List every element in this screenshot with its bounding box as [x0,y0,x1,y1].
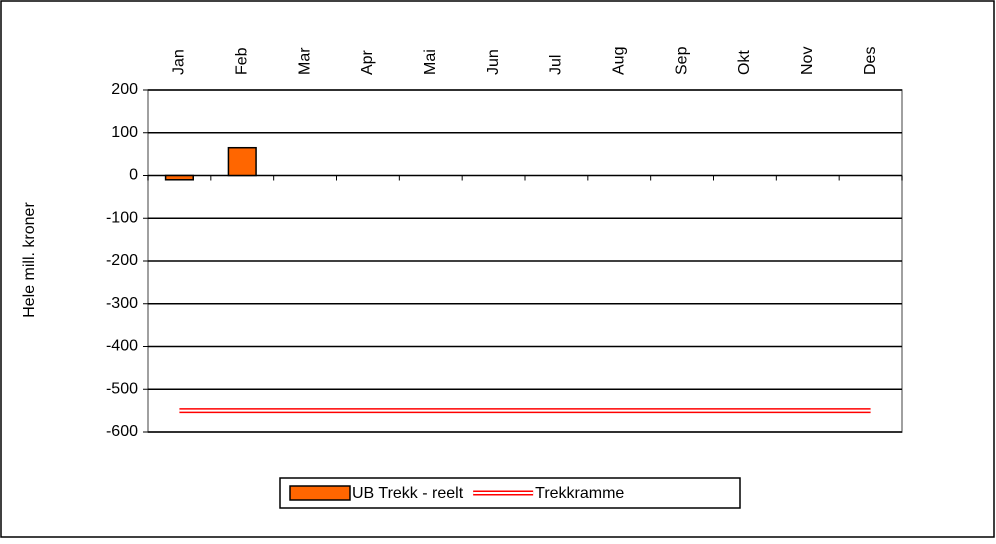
legend: UB Trekk - reelt Trekkramme [279,477,741,509]
x-tick-label: Des [862,47,879,75]
x-tick-label: Feb [233,47,250,75]
y-axis-label: Hele mill. kroner [21,202,38,318]
y-tick-label: -200 [106,252,138,269]
y-tick-label: 100 [111,124,138,141]
legend-label: Trekkramme [535,485,624,502]
x-tick-label: Jun [485,49,502,75]
y-tick-label: -300 [106,295,138,312]
legend-label: UB Trekk - reelt [352,485,464,502]
y-tick-label: -500 [106,380,138,397]
legend-box [279,477,741,509]
bar [164,174,194,181]
x-tick-label: Aug [610,47,627,75]
x-tick-label: Mar [296,47,313,75]
x-tick-label: Jul [548,55,565,75]
x-tick-label: Apr [359,49,376,75]
legend-swatch [289,485,351,501]
x-tick-label: Mai [422,49,439,75]
bar [227,146,257,177]
y-tick-label: -400 [106,338,138,355]
x-tick-label: Okt [736,50,753,75]
y-tick-label: 0 [129,167,138,184]
x-tick-label: Jan [171,49,188,75]
y-tick-label: 200 [111,81,138,98]
x-tick-label: Nov [799,47,816,75]
y-tick-label: -100 [106,209,138,226]
y-tick-label: -600 [106,423,138,440]
x-tick-label: Sep [673,46,690,75]
